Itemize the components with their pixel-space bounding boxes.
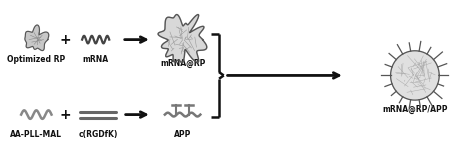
Text: +: + <box>60 33 72 47</box>
Text: mRNA: mRNA <box>82 55 109 64</box>
Text: APP: APP <box>174 130 191 139</box>
Text: +: + <box>60 108 72 122</box>
Polygon shape <box>158 15 207 63</box>
Polygon shape <box>391 51 439 100</box>
Text: mRNA@RP/APP: mRNA@RP/APP <box>382 105 447 114</box>
Text: c(RGDfK): c(RGDfK) <box>79 130 118 139</box>
Polygon shape <box>25 25 49 51</box>
Text: Optimized RP: Optimized RP <box>7 55 65 64</box>
Text: mRNA@RP: mRNA@RP <box>160 59 205 68</box>
Text: AA-PLL-MAL: AA-PLL-MAL <box>10 130 62 139</box>
